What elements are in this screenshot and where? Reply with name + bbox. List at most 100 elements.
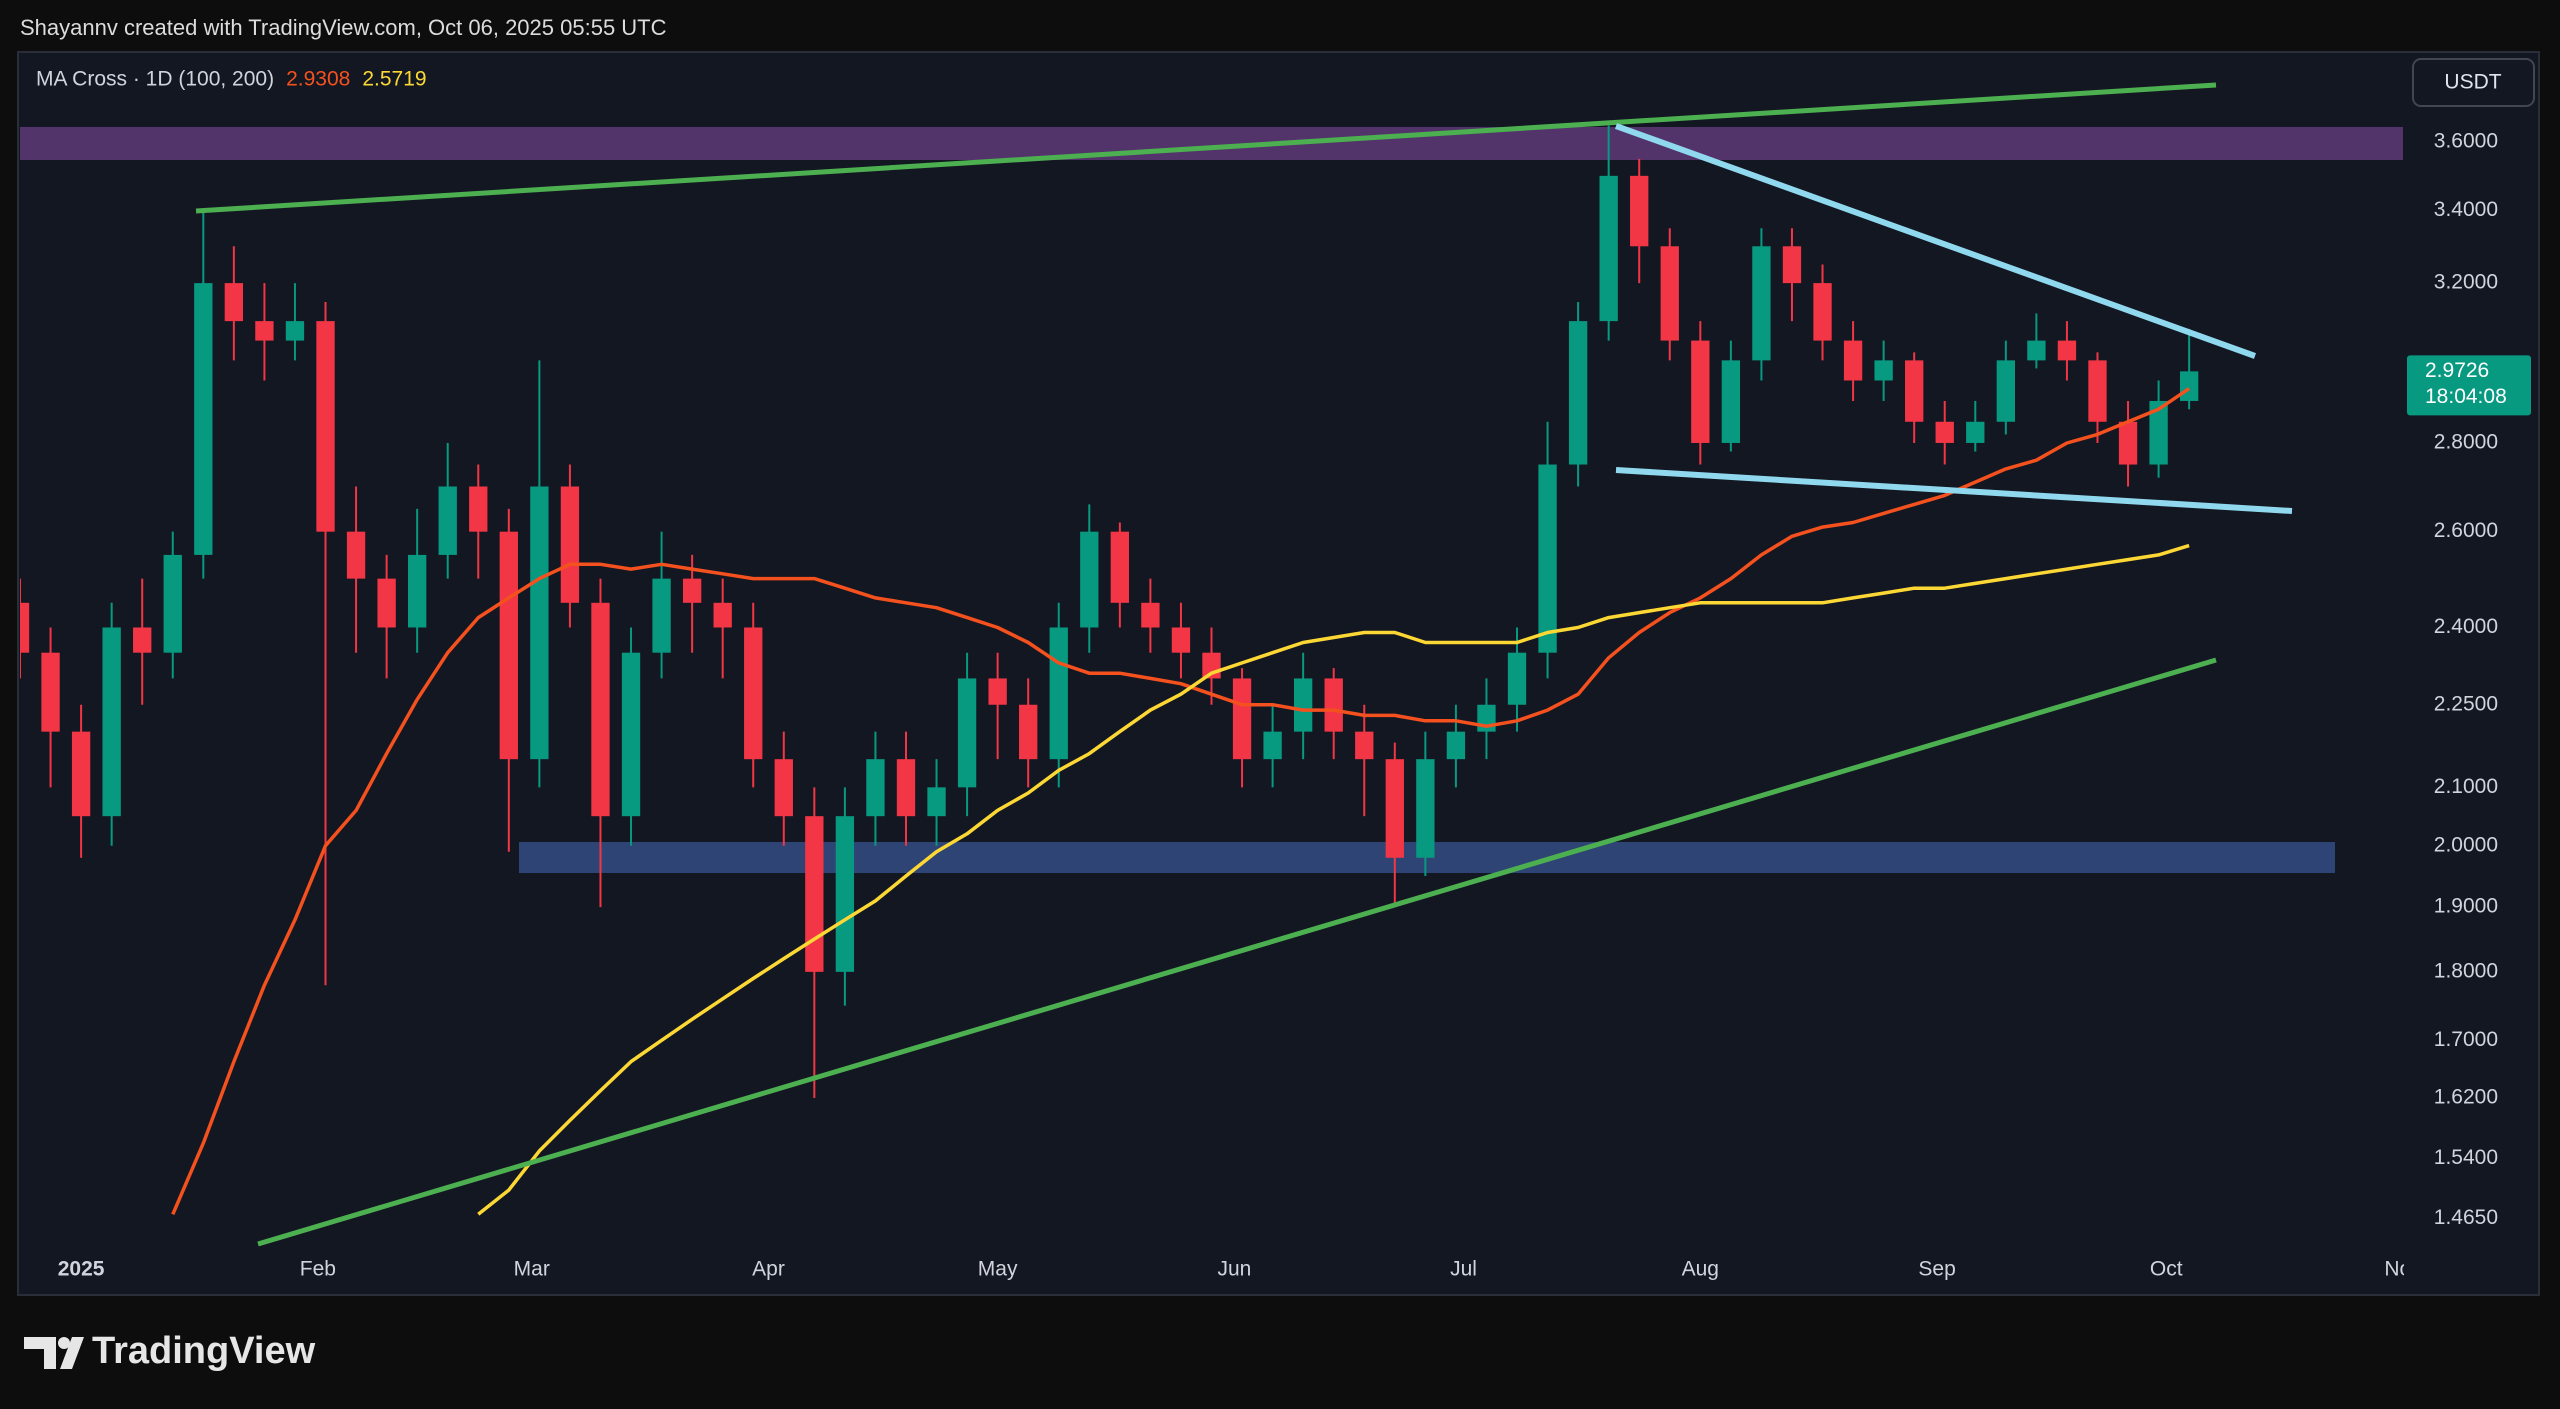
y-tick-label: 2.0000 [2434,833,2498,856]
y-tick-label: 1.6200 [2434,1086,2498,1109]
y-tick-label: 2.4000 [2434,615,2498,638]
candle-body [621,652,641,817]
candle-body [591,602,610,817]
candle-body [1110,531,1130,603]
candle-body [1935,421,1954,443]
time-axis: 2025 Feb Mar Apr May Jun Jul Aug Sep Oct Nov [58,1258,2422,1281]
candle-body [835,816,855,972]
indicator-value: 2.9308 [286,68,350,91]
candle-body [530,486,549,760]
candle-body [2027,340,2046,361]
candle-body [1507,652,1527,705]
candle-body [438,486,457,555]
countdown: 18:04:08 [2425,385,2507,408]
candle-body [1691,340,1710,443]
candle-body [316,321,335,532]
attribution: Shayannv created with TradingView.com, O… [20,15,667,40]
indicator-value: 2.5719 [362,68,426,91]
candle-body [866,759,885,817]
y-tick-label: 1.4650 [2434,1206,2498,1229]
candle-body [805,816,824,972]
candle-body [1171,627,1191,653]
candle-body [2149,400,2168,465]
price-axis [2404,53,2538,1294]
y-tick-label: 3.2000 [2434,271,2498,294]
x-tick-label: Jul [1450,1258,1477,1281]
logo-mark [58,1337,70,1349]
y-tick-label: 2.1000 [2434,775,2498,798]
plot-area [20,125,2403,1216]
y-tick-label: 2.8000 [2434,431,2498,454]
candle-body [1660,246,1679,341]
candle-body [224,283,244,322]
x-tick-label: Sep [1918,1258,1955,1281]
candle-body [744,627,763,760]
candle-body [71,731,91,817]
candle-body [988,678,1007,705]
candle-body [652,578,671,653]
x-tick-label: Mar [514,1258,550,1281]
candle-body [41,652,60,732]
candle-body [1599,175,1618,322]
x-tick-label: 2025 [58,1258,105,1281]
chart-panel [17,51,2540,1296]
logo: TradingView [24,1330,316,1372]
candle-body [2179,371,2199,401]
candle-body [1752,246,1771,361]
candle-body [713,602,732,628]
trend-line [257,657,2217,1247]
resistance-zone [20,127,2403,160]
candle-body [1905,360,1924,422]
candle-body [1782,246,1802,284]
currency-button-frame[interactable] [2412,58,2535,107]
y-tick-label: 1.8000 [2434,959,2498,982]
candle-body [1049,627,1068,760]
candle-body [1874,360,1893,381]
x-tick-label: Feb [300,1258,336,1281]
candle-body [1263,731,1282,760]
y-tick-label: 3.4000 [2434,198,2498,221]
candle-body [560,486,580,603]
last-price: 2.9726 [2425,359,2489,382]
candle-body [1568,321,1588,465]
candle-body [1813,283,1832,341]
candle-body [1293,678,1313,732]
candle-body [285,321,305,341]
candle-body [927,787,946,817]
candle-body [102,627,121,817]
x-tick-label: Apr [752,1258,785,1281]
y-tick-label: 1.5400 [2434,1146,2498,1169]
candle-body [194,283,213,555]
candle-body [20,602,30,653]
candle-body [1446,731,1466,760]
candle-body [1721,360,1741,443]
y-tick-label: 3.6000 [2434,130,2498,153]
candle-body [255,321,274,341]
candle-body [346,531,366,579]
candle-body [1232,678,1252,760]
wedge-line [1615,467,2293,514]
candle-body [1630,175,1649,247]
candle-body [2088,360,2107,422]
x-tick-label: Jun [1217,1258,1251,1281]
candle-body [774,759,793,817]
candle-body [499,531,518,760]
y-tick-label: 1.7000 [2434,1028,2498,1051]
candle-body [1843,340,1863,381]
currency-button[interactable]: USDT [2412,58,2535,107]
candle-body [1416,759,1435,858]
candle-body [377,578,396,628]
candle-body [1355,731,1374,760]
logo-mark [60,1337,84,1369]
candle-body [1141,602,1160,628]
currency-label[interactable]: USDT [2444,71,2501,94]
candle-body [408,554,427,628]
candle-body [2057,340,2077,361]
candle-body [1538,464,1557,653]
x-tick-label: May [978,1258,1018,1281]
price-badge [2407,355,2531,416]
candle-body [1385,759,1404,858]
candle-body [163,554,182,653]
